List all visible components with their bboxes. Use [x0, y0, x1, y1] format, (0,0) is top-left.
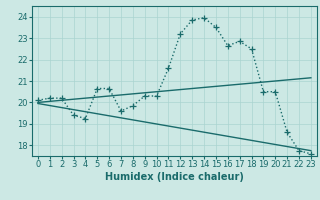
X-axis label: Humidex (Indice chaleur): Humidex (Indice chaleur): [105, 172, 244, 182]
